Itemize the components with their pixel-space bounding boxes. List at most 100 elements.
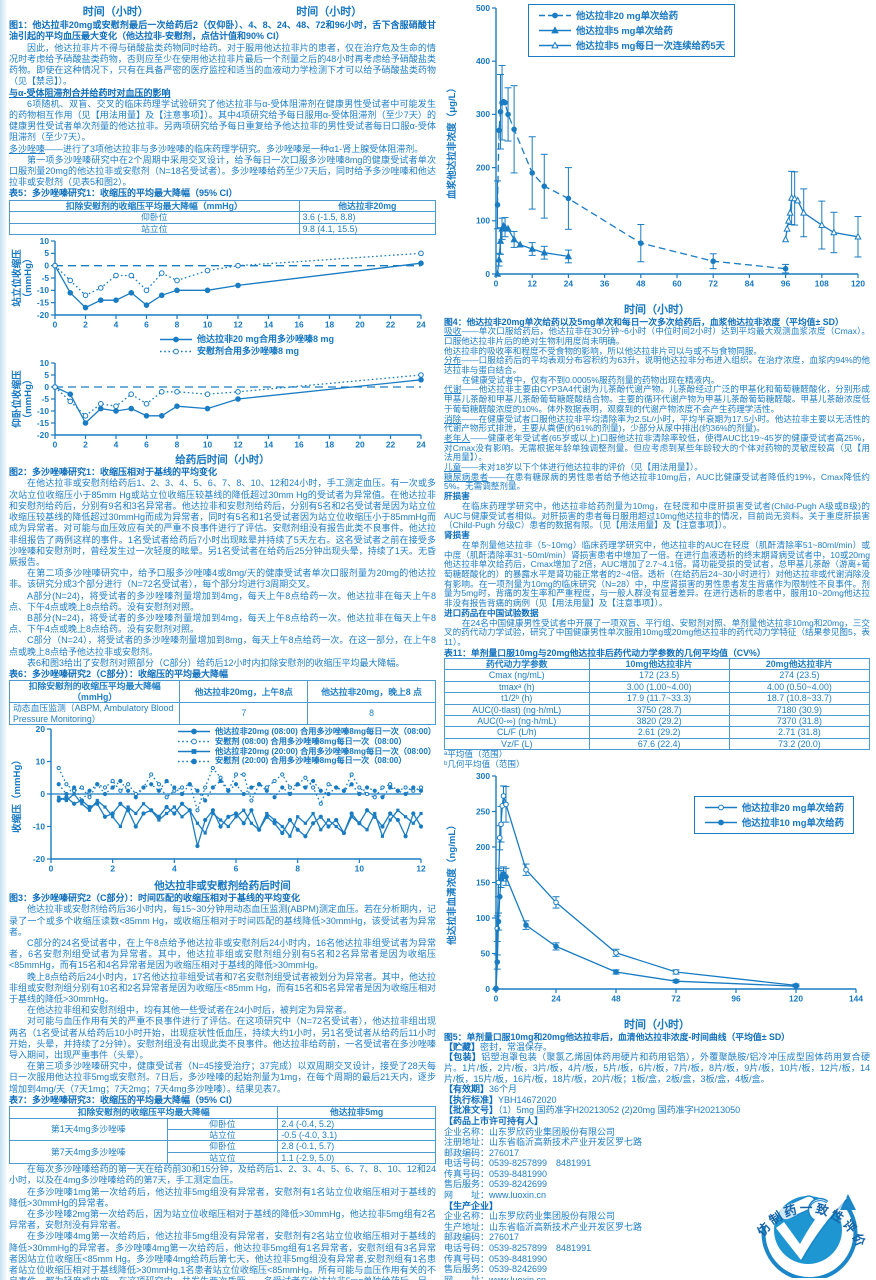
data-point-marker bbox=[179, 801, 185, 806]
data-point-marker bbox=[172, 788, 177, 793]
paragraph: 分布——口服给药后的平均表观分布容积约为63升，说明他达拉非分布进入组织。在治疗… bbox=[444, 355, 870, 376]
underlined-lead: 多沙唑嗪 bbox=[9, 143, 46, 154]
table-header-cell: 扣除安慰剂的收缩压平均最大降幅（mmHg） bbox=[9, 199, 300, 213]
data-point-marker bbox=[380, 795, 385, 800]
underlined-lead: 吸收 bbox=[444, 326, 462, 337]
data-point-marker bbox=[365, 828, 369, 832]
axis-label: 6 bbox=[144, 320, 149, 330]
data-point-marker bbox=[191, 738, 197, 745]
data-point-marker bbox=[249, 798, 254, 803]
axis-label: 84 bbox=[745, 279, 755, 289]
data-point-marker bbox=[126, 805, 130, 809]
table-cell: 1.1 (-2.9, 5.0) bbox=[277, 1151, 436, 1165]
data-point-marker bbox=[143, 287, 150, 294]
axis-label: 24 bbox=[564, 279, 574, 289]
data-point-marker bbox=[396, 808, 400, 812]
data-point-marker bbox=[125, 788, 131, 793]
paragraph: 在多沙唑嗪2mg第一次给药后，因为站立位收缩压相对于基线的降低>30mmHg，他… bbox=[9, 1209, 436, 1231]
table-cell: 7370 (31.8) bbox=[728, 714, 871, 728]
legend-line-sample bbox=[539, 26, 571, 34]
table-cell: 3820 (29.2) bbox=[588, 714, 730, 728]
data-point-marker bbox=[380, 785, 385, 790]
data-point-marker bbox=[784, 216, 793, 224]
data-point-marker bbox=[64, 798, 69, 803]
chart-x-axis-title: 他达拉非或安慰剂给药后时间 bbox=[154, 879, 291, 892]
data-point-marker bbox=[164, 804, 169, 810]
series-line bbox=[54, 262, 422, 309]
axis-label: -10 bbox=[37, 406, 49, 416]
data-point-marker bbox=[149, 772, 154, 777]
chart-x-axis-title: 时间（小时） bbox=[624, 304, 690, 316]
data-point-marker bbox=[235, 262, 241, 269]
data-point-marker bbox=[110, 811, 115, 816]
chart-fig4: 0 100 200 300 400 500 0 12 24 36 48 60 72 84 96 108 120 血… bbox=[444, 0, 870, 303]
data-point-marker bbox=[334, 817, 339, 823]
axis-label: -5 bbox=[42, 394, 50, 404]
axis-label: 36 bbox=[600, 279, 610, 289]
axis-label: -15 bbox=[37, 418, 49, 428]
data-point-marker bbox=[80, 802, 84, 806]
table-cell: 73.2 (20.0) bbox=[728, 737, 871, 751]
data-point-marker bbox=[310, 778, 316, 784]
axis-label: （mmHg） bbox=[22, 254, 34, 303]
data-point-marker bbox=[357, 785, 362, 790]
data-point-marker bbox=[56, 765, 61, 771]
data-point-marker bbox=[552, 12, 558, 19]
paragraph: 他达拉非或安慰剂给药后36小时内，每15~30分钟用动态血压监测(ABPM)测定… bbox=[9, 904, 436, 937]
data-point-marker bbox=[296, 815, 300, 819]
paragraph: 在每次多沙唑嗪给药的第一天在给药前30和15分钟，及给药后1、2、3、4、5、6… bbox=[9, 1164, 436, 1186]
table-header-cell: 扣除安慰剂的收缩压平均最大降幅（mmHg） bbox=[8, 680, 181, 704]
data-point-marker bbox=[613, 949, 619, 956]
info-line: 邮政编码：276017 bbox=[444, 1232, 520, 1243]
data-point-marker bbox=[364, 808, 370, 813]
underlined-lead: 儿童 bbox=[444, 462, 462, 473]
table-cell: 4.00 (0.50~4.00) bbox=[728, 680, 871, 694]
data-point-marker bbox=[493, 269, 502, 277]
data-point-marker bbox=[234, 815, 238, 819]
axis-label: 0 bbox=[44, 261, 49, 271]
chart-svg-fig4: 0 100 200 300 400 500 0 12 24 36 48 60 72 84 96 108 120 血… bbox=[446, 3, 865, 289]
table-header-cell: 他达拉非5mg bbox=[277, 1106, 436, 1119]
chart-legend: 他达拉非20mg (08:00) 合用多沙唑嗪8mg每日一次（08:00） 安慰剂… bbox=[177, 727, 436, 766]
axis-label: 10 bbox=[203, 440, 213, 450]
table-cell: 2.4 (-0.4, 5.2) bbox=[277, 1117, 436, 1131]
data-point-marker bbox=[418, 785, 424, 790]
right-column: 0 100 200 300 400 500 0 12 24 36 48 60 72 84 96 108 120 血… bbox=[444, 0, 871, 1280]
axis-label: 5 bbox=[44, 370, 49, 380]
data-point-marker bbox=[380, 824, 385, 829]
legend-line-sample bbox=[178, 728, 210, 735]
data-point-marker bbox=[349, 772, 354, 777]
legend-line-sample bbox=[178, 749, 210, 754]
paragraph: 在第二项多沙唑嗪研究中，给予口服多沙唑嗪4或8mg/天的健康受试者单次口服剂量为… bbox=[9, 568, 436, 590]
data-table: 扣除安慰剂的收缩压平均最大降幅 他达拉非5mg 第1天4mg多沙唑嗪 仰卧位 2.4 (… bbox=[8, 1106, 436, 1165]
paragraph: 他达拉非的吸收率和程度不受食物的影响，所以他达拉非片可以与或不与食物同服。 bbox=[444, 345, 762, 356]
data-point-marker bbox=[210, 808, 215, 813]
data-point-marker bbox=[218, 824, 223, 829]
data-point-marker bbox=[242, 808, 246, 812]
info-line: 【执行标准】YBH14672020 bbox=[444, 1094, 557, 1105]
axis-label: 6 bbox=[234, 863, 239, 873]
legend-item: 他达拉非20 mg合用多沙唑嗪8 mg bbox=[159, 334, 436, 346]
section-heading: 肝损害 bbox=[444, 491, 470, 502]
data-point-marker bbox=[541, 183, 548, 190]
axis-label: 5 bbox=[44, 248, 49, 258]
table-cell: 2.71 (31.8) bbox=[728, 726, 871, 739]
data-point-marker bbox=[110, 778, 115, 784]
series-line bbox=[58, 780, 422, 802]
data-point-marker bbox=[500, 792, 507, 799]
axis-label: 20 bbox=[355, 320, 365, 330]
data-point-marker bbox=[172, 805, 176, 809]
data-point-marker bbox=[172, 785, 177, 790]
legend-label: 他达拉非10 mg单次给药 bbox=[741, 816, 844, 828]
data-point-marker bbox=[67, 391, 74, 398]
data-point-marker bbox=[523, 866, 529, 873]
data-point-marker bbox=[118, 778, 123, 784]
data-point-marker bbox=[128, 405, 135, 412]
legend-label: 安慰剂 (08:00) 合用多沙唑嗪8mg每日一次（08:00） bbox=[215, 736, 407, 746]
data-point-marker bbox=[103, 805, 107, 809]
data-point-marker bbox=[717, 804, 724, 810]
legend-line-sample bbox=[704, 819, 737, 825]
table-cell: 7180 (30.9) bbox=[728, 703, 871, 716]
axis-label: 8 bbox=[175, 320, 180, 330]
data-point-marker bbox=[782, 265, 789, 272]
